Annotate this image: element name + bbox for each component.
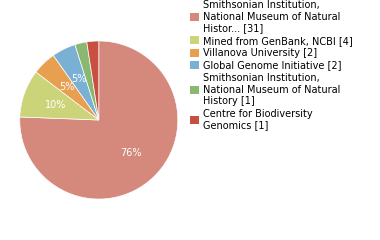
Text: 5%: 5% — [71, 74, 86, 84]
Wedge shape — [20, 72, 99, 120]
Wedge shape — [75, 42, 99, 120]
Text: 5%: 5% — [59, 82, 75, 92]
Text: 76%: 76% — [120, 148, 141, 158]
Wedge shape — [53, 45, 99, 120]
Legend: Smithsonian Institution,
National Museum of Natural
Histor... [31], Mined from G: Smithsonian Institution, National Museum… — [190, 0, 352, 130]
Text: 10%: 10% — [45, 100, 66, 109]
Wedge shape — [87, 41, 99, 120]
Wedge shape — [36, 55, 99, 120]
Wedge shape — [20, 41, 178, 199]
